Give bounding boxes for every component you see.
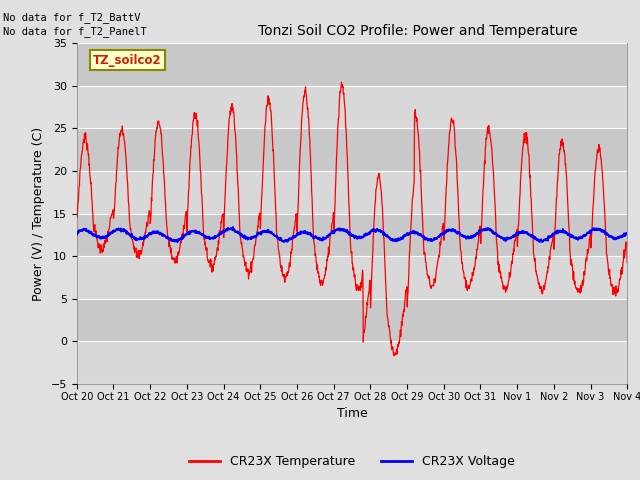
Bar — [77, 341, 627, 384]
X-axis label: Time: Time — [337, 407, 367, 420]
Bar — [77, 214, 627, 256]
Text: No data for f_T2_BattV: No data for f_T2_BattV — [3, 12, 141, 23]
Bar — [77, 43, 627, 86]
Bar — [77, 299, 627, 341]
Text: TZ_soilco2: TZ_soilco2 — [93, 54, 162, 67]
Bar — [77, 86, 627, 128]
Bar — [77, 171, 627, 214]
Legend: CR23X Temperature, CR23X Voltage: CR23X Temperature, CR23X Voltage — [184, 450, 520, 473]
Bar — [77, 128, 627, 171]
Bar — [77, 256, 627, 299]
Text: No data for f_T2_PanelT: No data for f_T2_PanelT — [3, 26, 147, 37]
Y-axis label: Power (V) / Temperature (C): Power (V) / Temperature (C) — [32, 127, 45, 300]
Title: Tonzi Soil CO2 Profile: Power and Temperature: Tonzi Soil CO2 Profile: Power and Temper… — [258, 24, 578, 38]
